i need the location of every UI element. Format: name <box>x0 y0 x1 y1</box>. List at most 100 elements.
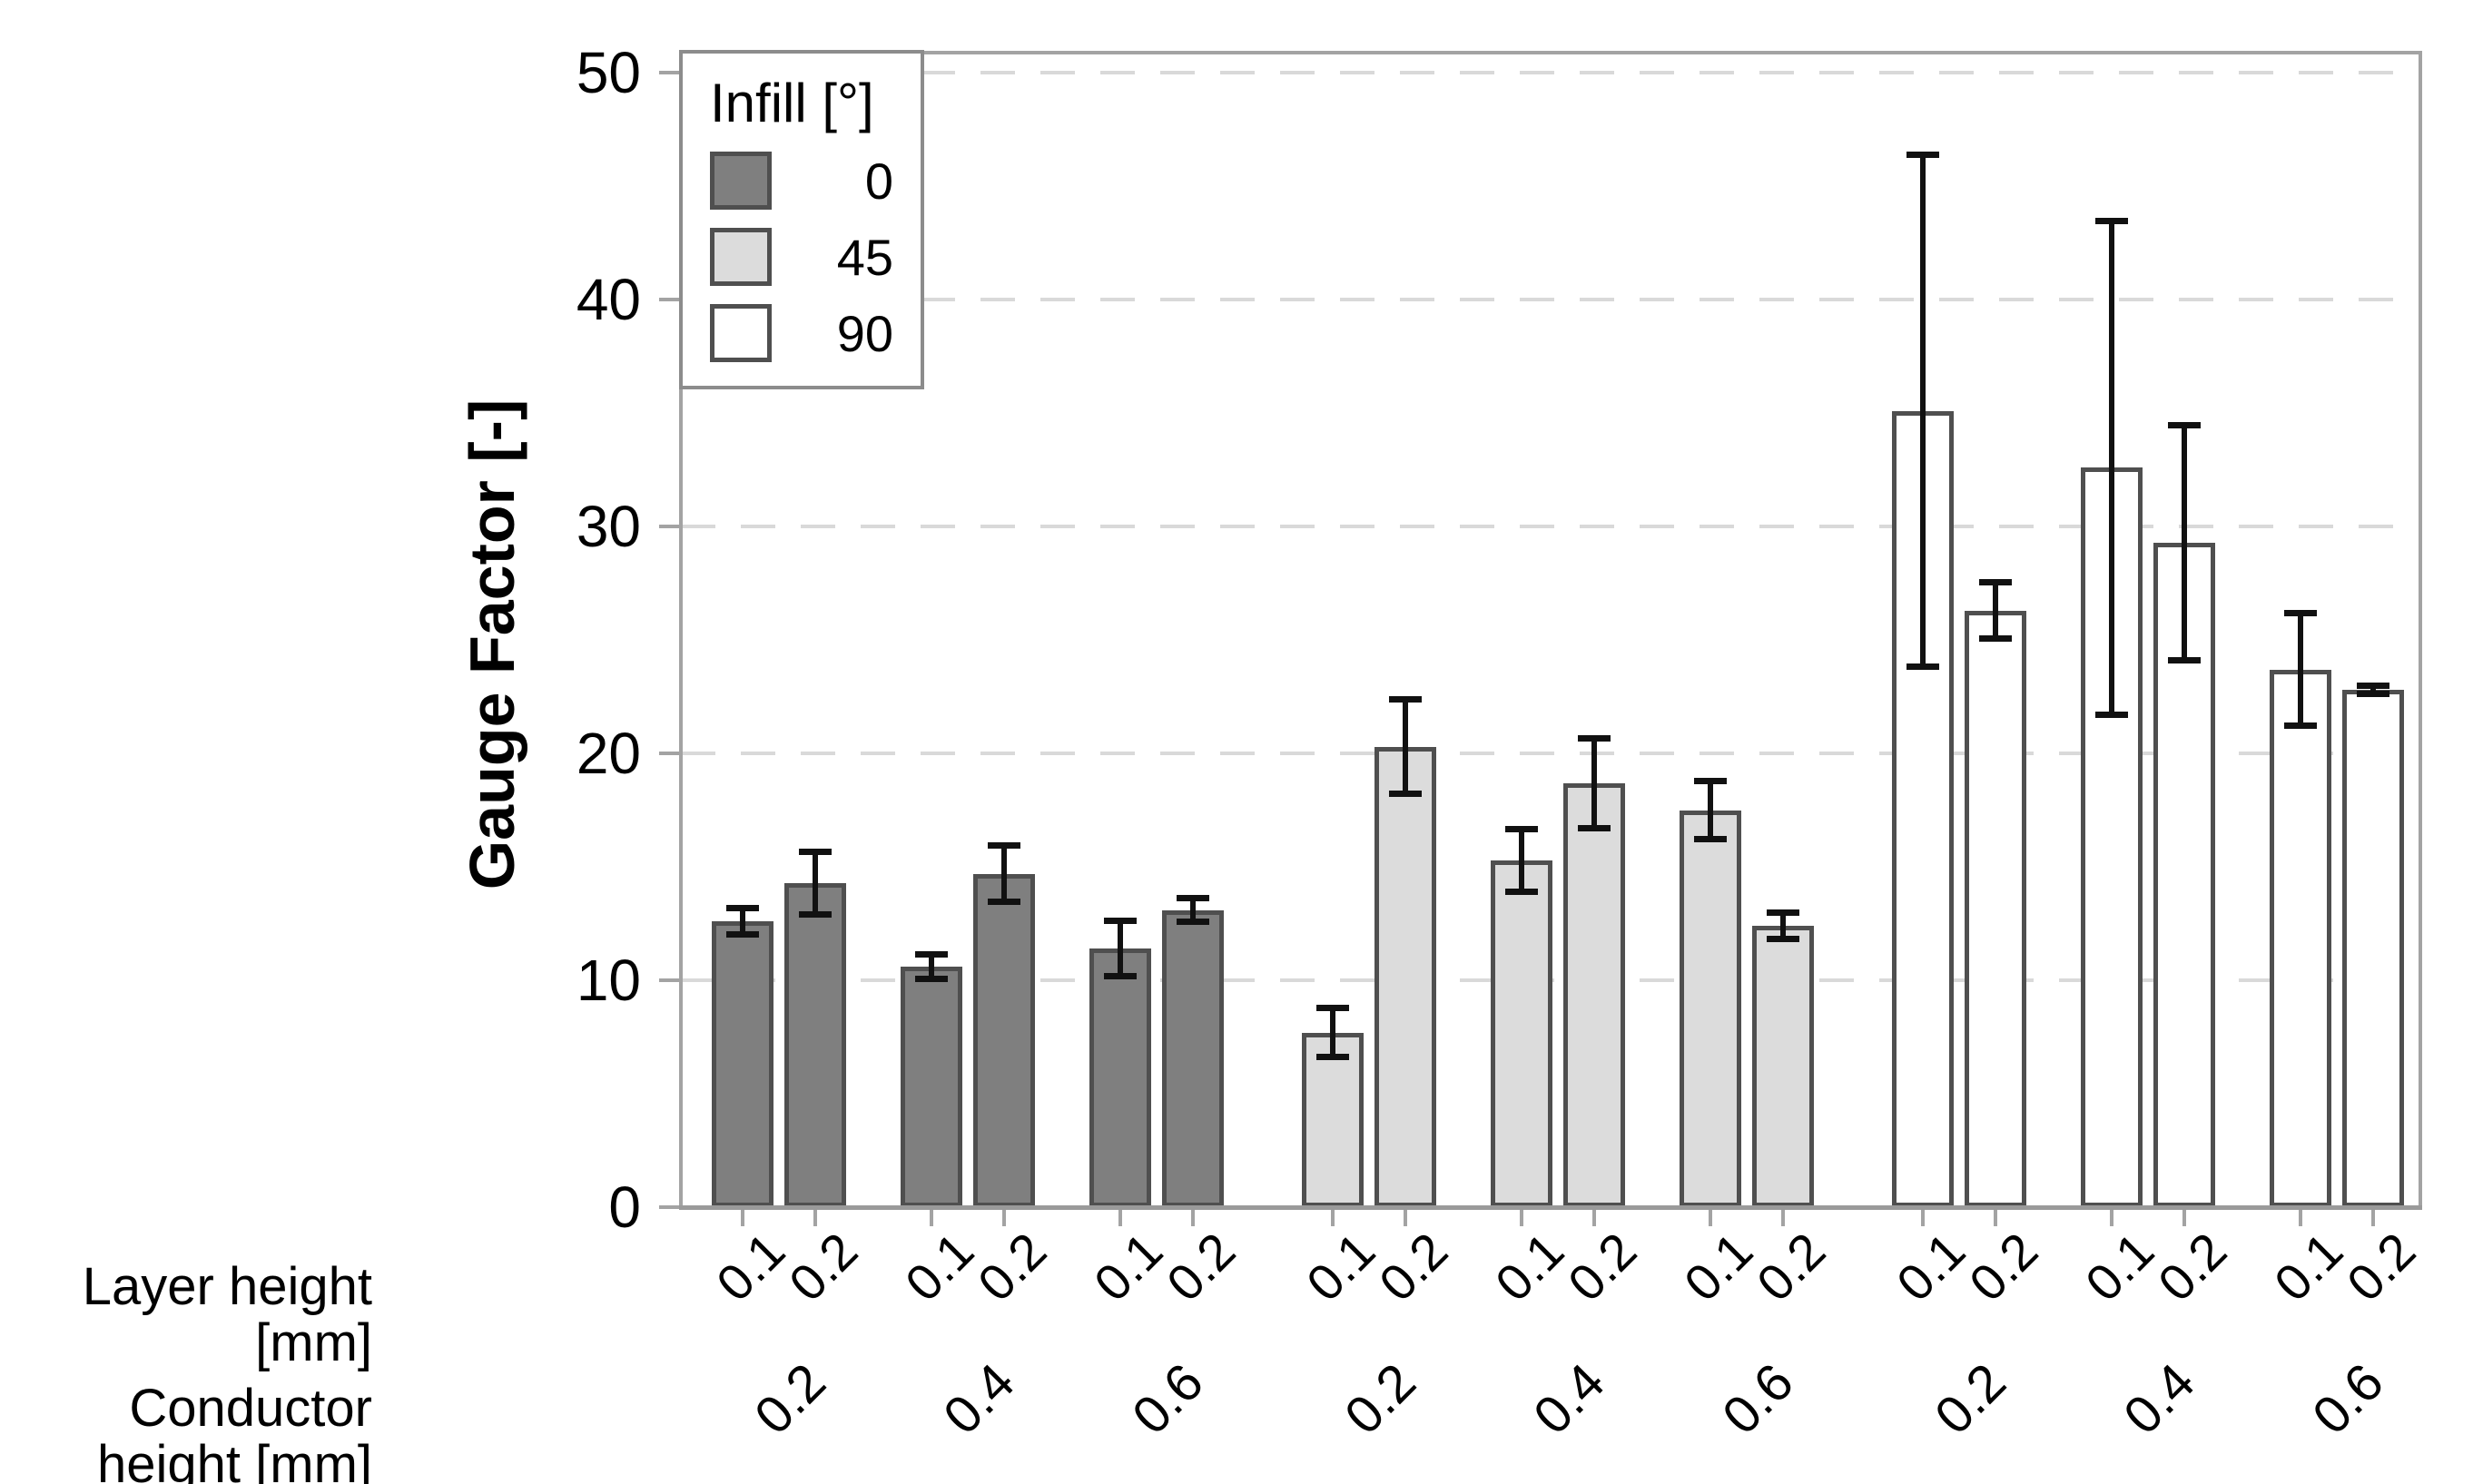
error-bar-line <box>1001 845 1007 902</box>
x-tick-mark <box>2182 1210 2186 1226</box>
error-bar-line <box>1330 1007 1335 1057</box>
legend-entry: 0 <box>710 143 899 219</box>
error-bar-cap-bottom <box>1578 824 1611 831</box>
error-bar-cap-bottom <box>1104 973 1137 980</box>
error-bar-line <box>1708 781 1713 840</box>
error-bar-line <box>1519 828 1524 892</box>
plot-spine-top <box>679 51 2422 54</box>
bar <box>1491 860 1552 1207</box>
layer-height-row-label: Layer height [mm] <box>82 1257 372 1372</box>
bar <box>2270 669 2331 1207</box>
error-bar-cap-bottom <box>1694 836 1727 842</box>
error-bar-cap-top <box>1389 696 1422 703</box>
bar <box>1752 926 1814 1207</box>
conductor-height-tick-label: 0.4 <box>1522 1351 1616 1446</box>
conductor-height-tick-label: 0.2 <box>1333 1351 1427 1446</box>
y-tick-mark <box>659 525 679 528</box>
bar <box>1089 948 1151 1207</box>
bar <box>1680 810 1741 1207</box>
error-bar-cap-bottom <box>2284 722 2317 729</box>
error-bar-cap-top <box>1694 778 1727 784</box>
error-bar-line <box>1993 582 1998 639</box>
y-gridline <box>681 525 2420 528</box>
x-tick-mark <box>930 1210 933 1226</box>
error-bar-line <box>2182 424 2187 661</box>
y-tick-mark <box>659 298 679 301</box>
x-tick-mark <box>1118 1210 1122 1226</box>
x-tick-mark <box>2371 1210 2375 1226</box>
error-bar-line <box>740 908 745 935</box>
legend-entry-label: 45 <box>836 228 893 286</box>
error-bar-line <box>1118 919 1123 978</box>
error-bar-cap-bottom <box>1177 919 1209 926</box>
conductor-height-tick-label: 0.4 <box>931 1351 1026 1446</box>
error-bar-cap-top <box>2168 421 2201 428</box>
x-tick-mark <box>2110 1210 2113 1226</box>
error-bar-line <box>813 850 818 915</box>
bar <box>1965 610 2026 1207</box>
error-bar-cap-top <box>1505 825 1538 832</box>
error-bar-cap-top <box>726 905 759 911</box>
x-tick-mark <box>1191 1210 1195 1226</box>
error-bar-cap-bottom <box>2357 691 2389 697</box>
legend-entry-label: 90 <box>836 304 893 362</box>
plot-spine-left <box>679 51 683 1210</box>
legend-swatch <box>710 304 772 362</box>
error-bar-line <box>2298 613 2303 726</box>
error-bar-cap-top <box>2284 610 2317 616</box>
error-bar-cap-top <box>1104 917 1137 924</box>
bar <box>1302 1032 1364 1207</box>
error-bar-line <box>1920 154 1926 667</box>
error-bar-line <box>1591 737 1597 829</box>
legend-entry: 45 <box>710 219 899 295</box>
bar <box>784 882 846 1207</box>
conductor-height-tick-label: 0.2 <box>1923 1351 2017 1446</box>
error-bar-cap-top <box>1767 909 1799 916</box>
error-bar-cap-bottom <box>1767 936 1799 942</box>
x-tick-mark <box>741 1210 744 1226</box>
error-bar-cap-top <box>1578 734 1611 742</box>
error-bar-cap-bottom <box>1906 663 1939 670</box>
error-bar-cap-bottom <box>915 975 948 982</box>
bar <box>1374 746 1436 1207</box>
error-bar-cap-bottom <box>1316 1054 1349 1060</box>
error-bar-cap-bottom <box>2168 656 2201 663</box>
bar <box>1563 782 1625 1207</box>
plot-spine-bottom <box>679 1205 2422 1210</box>
y-gridline <box>681 298 2420 301</box>
x-tick-mark <box>1404 1210 1407 1226</box>
legend-swatch <box>710 152 772 210</box>
x-tick-mark <box>1520 1210 1523 1226</box>
error-bar-line <box>2370 685 2376 694</box>
y-tick-label: 0 <box>608 1174 641 1240</box>
y-tick-mark <box>659 71 679 74</box>
bar <box>901 967 962 1207</box>
x-tick-mark <box>2299 1210 2302 1226</box>
bar <box>1162 909 1224 1207</box>
bar <box>712 921 773 1207</box>
bar <box>973 873 1035 1207</box>
error-bar-cap-bottom <box>2095 711 2128 718</box>
error-bar-cap-top <box>1979 579 2012 586</box>
x-tick-mark <box>813 1210 817 1226</box>
error-bar-cap-top <box>1177 894 1209 901</box>
conductor-height-tick-label: 0.4 <box>2112 1351 2206 1446</box>
legend-swatch <box>710 228 772 286</box>
error-bar-cap-bottom <box>799 910 832 918</box>
y-tick-mark <box>659 978 679 982</box>
plot-spine-right <box>2419 51 2422 1210</box>
y-gridline <box>681 71 2420 74</box>
x-tick-mark <box>1331 1210 1335 1226</box>
error-bar-cap-top <box>915 951 948 958</box>
error-bar-cap-top <box>1906 152 1939 158</box>
bar <box>2342 690 2404 1207</box>
error-bar-line <box>2109 220 2114 715</box>
legend-title: Infill [°] <box>710 73 874 133</box>
error-bar-line <box>1190 897 1196 923</box>
x-tick-mark <box>1709 1210 1712 1226</box>
legend-rows: 0 45 90 <box>710 143 899 371</box>
error-bar-cap-bottom <box>988 898 1020 905</box>
y-tick-label: 10 <box>576 948 641 1013</box>
error-bar-cap-top <box>1316 1005 1349 1011</box>
